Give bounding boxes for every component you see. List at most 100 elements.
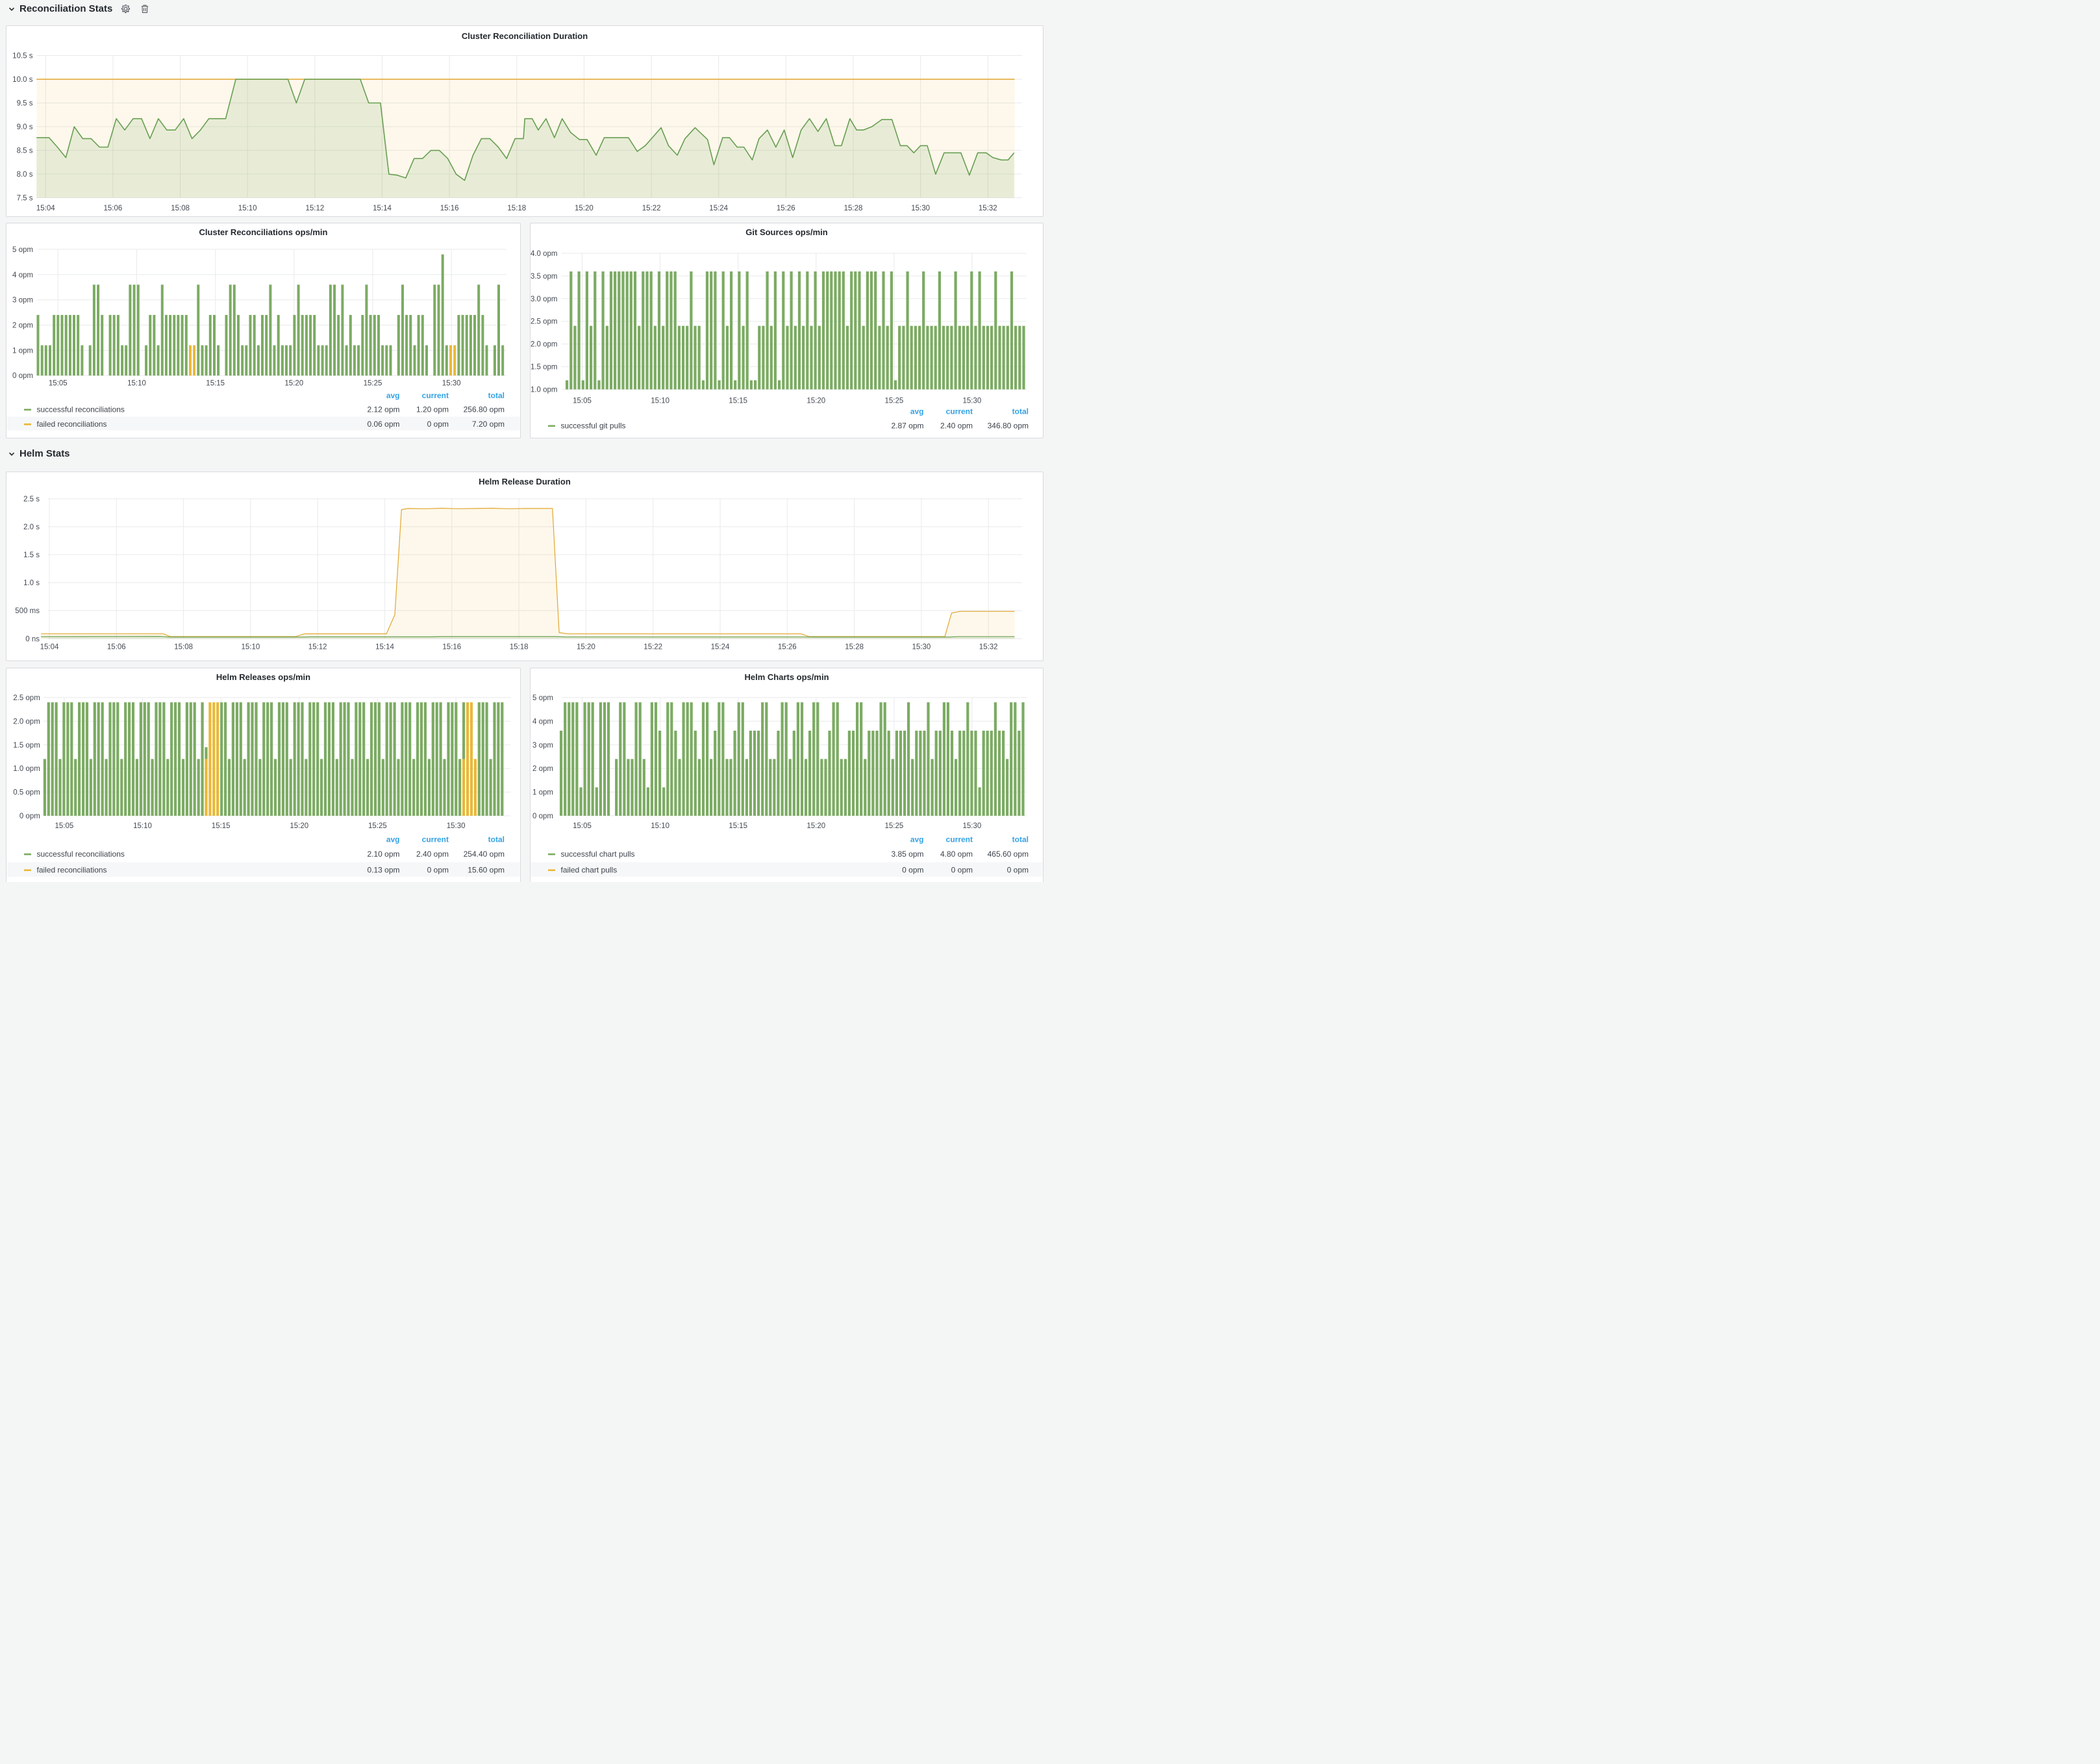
svg-text:avg: avg — [910, 407, 924, 416]
svg-text:15:30: 15:30 — [447, 822, 466, 830]
svg-text:3.5 opm: 3.5 opm — [531, 273, 558, 281]
svg-text:0.13 opm: 0.13 opm — [367, 866, 399, 875]
svg-text:15:30: 15:30 — [912, 644, 931, 651]
svg-text:2.5 opm: 2.5 opm — [531, 318, 558, 326]
svg-text:0 ns: 0 ns — [25, 636, 40, 644]
svg-text:failed reconciliations: failed reconciliations — [37, 866, 107, 875]
svg-text:15:05: 15:05 — [573, 822, 592, 830]
svg-text:avg: avg — [910, 835, 924, 844]
svg-text:Cluster Reconciliation Duratio: Cluster Reconciliation Duration — [462, 31, 588, 41]
svg-text:15:14: 15:14 — [375, 644, 394, 651]
svg-text:15:30: 15:30 — [963, 822, 982, 830]
svg-text:15:05: 15:05 — [573, 397, 592, 405]
svg-text:successful reconciliations: successful reconciliations — [37, 405, 125, 414]
svg-text:15:30: 15:30 — [442, 380, 461, 388]
svg-text:15:25: 15:25 — [364, 380, 382, 388]
svg-text:15:30: 15:30 — [963, 397, 982, 405]
svg-text:15:18: 15:18 — [510, 644, 529, 651]
svg-text:15:24: 15:24 — [711, 644, 730, 651]
svg-text:1.5 s: 1.5 s — [23, 551, 40, 559]
svg-text:2.0 opm: 2.0 opm — [13, 718, 40, 725]
svg-text:15:25: 15:25 — [885, 822, 904, 830]
svg-text:15:06: 15:06 — [104, 205, 123, 212]
svg-text:15:15: 15:15 — [729, 822, 747, 830]
svg-text:15:10: 15:10 — [133, 822, 152, 830]
svg-text:Helm Releases ops/min: Helm Releases ops/min — [216, 672, 310, 682]
svg-text:Helm Charts ops/min: Helm Charts ops/min — [744, 672, 829, 682]
svg-text:1.5 opm: 1.5 opm — [13, 742, 40, 750]
svg-text:15:08: 15:08 — [171, 205, 190, 212]
svg-text:15:12: 15:12 — [308, 644, 327, 651]
svg-text:256.80 opm: 256.80 opm — [464, 405, 505, 414]
svg-text:0 opm: 0 opm — [427, 866, 449, 875]
svg-text:15:08: 15:08 — [174, 644, 193, 651]
svg-text:8.0 s: 8.0 s — [17, 171, 33, 179]
svg-text:3.85 opm: 3.85 opm — [891, 850, 923, 859]
svg-text:0 opm: 0 opm — [427, 420, 449, 429]
svg-text:465.60 opm: 465.60 opm — [988, 850, 1029, 859]
svg-text:15:10: 15:10 — [127, 380, 146, 388]
svg-text:15:24: 15:24 — [709, 205, 728, 212]
svg-text:10.5 s: 10.5 s — [12, 53, 33, 60]
svg-text:0.06 opm: 0.06 opm — [367, 420, 399, 429]
svg-text:0 opm: 0 opm — [12, 372, 33, 380]
svg-text:1.5 opm: 1.5 opm — [531, 364, 558, 372]
svg-text:15:25: 15:25 — [885, 397, 904, 405]
svg-text:2 opm: 2 opm — [12, 322, 33, 330]
svg-text:2.0 s: 2.0 s — [23, 523, 40, 531]
svg-text:15:20: 15:20 — [284, 380, 303, 388]
svg-text:15:20: 15:20 — [806, 397, 825, 405]
svg-text:15:10: 15:10 — [651, 822, 669, 830]
svg-text:15:15: 15:15 — [729, 397, 747, 405]
svg-text:15:32: 15:32 — [979, 205, 997, 212]
svg-text:1.20 opm: 1.20 opm — [416, 405, 449, 414]
svg-text:15:20: 15:20 — [806, 822, 825, 830]
svg-text:3.0 opm: 3.0 opm — [531, 296, 558, 303]
svg-text:15:16: 15:16 — [442, 644, 461, 651]
svg-text:4.0 opm: 4.0 opm — [531, 250, 558, 258]
svg-text:15:32: 15:32 — [979, 644, 998, 651]
svg-text:total: total — [488, 835, 505, 844]
svg-text:15:10: 15:10 — [242, 644, 260, 651]
svg-text:10.0 s: 10.0 s — [12, 76, 33, 84]
svg-text:9.0 s: 9.0 s — [17, 123, 33, 131]
svg-text:avg: avg — [386, 391, 400, 400]
svg-text:1.0 opm: 1.0 opm — [531, 386, 558, 394]
svg-text:15:28: 15:28 — [845, 644, 864, 651]
svg-text:4 opm: 4 opm — [12, 271, 33, 279]
svg-text:Git Sources ops/min: Git Sources ops/min — [745, 227, 827, 237]
svg-text:15:15: 15:15 — [206, 380, 225, 388]
svg-text:total: total — [1012, 835, 1029, 844]
svg-text:15:04: 15:04 — [40, 644, 59, 651]
svg-text:2.5 s: 2.5 s — [23, 496, 40, 503]
svg-text:2.5 opm: 2.5 opm — [13, 694, 40, 702]
svg-text:500 ms: 500 ms — [15, 607, 40, 615]
svg-text:current: current — [422, 391, 449, 400]
svg-text:2.40 opm: 2.40 opm — [940, 422, 973, 431]
svg-text:15:20: 15:20 — [290, 822, 308, 830]
svg-text:avg: avg — [386, 835, 400, 844]
svg-text:0 opm: 0 opm — [1007, 866, 1029, 875]
svg-text:346.80 opm: 346.80 opm — [988, 422, 1029, 431]
svg-text:0 opm: 0 opm — [951, 866, 973, 875]
svg-text:15:26: 15:26 — [778, 644, 797, 651]
svg-text:2.40 opm: 2.40 opm — [416, 850, 449, 859]
svg-text:15:06: 15:06 — [107, 644, 126, 651]
svg-text:2.10 opm: 2.10 opm — [367, 850, 399, 859]
svg-text:total: total — [488, 391, 505, 400]
svg-text:successful chart pulls: successful chart pulls — [561, 850, 635, 859]
svg-text:0.5 opm: 0.5 opm — [13, 789, 40, 797]
svg-text:15:20: 15:20 — [575, 205, 594, 212]
svg-text:254.40 opm: 254.40 opm — [464, 850, 505, 859]
svg-text:1.0 s: 1.0 s — [23, 579, 40, 587]
svg-text:15:26: 15:26 — [777, 205, 795, 212]
svg-text:15:10: 15:10 — [651, 397, 669, 405]
svg-text:current: current — [946, 835, 973, 844]
svg-text:3 opm: 3 opm — [532, 742, 553, 750]
svg-text:total: total — [1012, 407, 1029, 416]
svg-text:4 opm: 4 opm — [532, 718, 553, 725]
svg-text:15:15: 15:15 — [212, 822, 231, 830]
svg-text:current: current — [422, 835, 449, 844]
svg-text:1 opm: 1 opm — [12, 347, 33, 355]
svg-text:successful reconciliations: successful reconciliations — [37, 850, 125, 859]
